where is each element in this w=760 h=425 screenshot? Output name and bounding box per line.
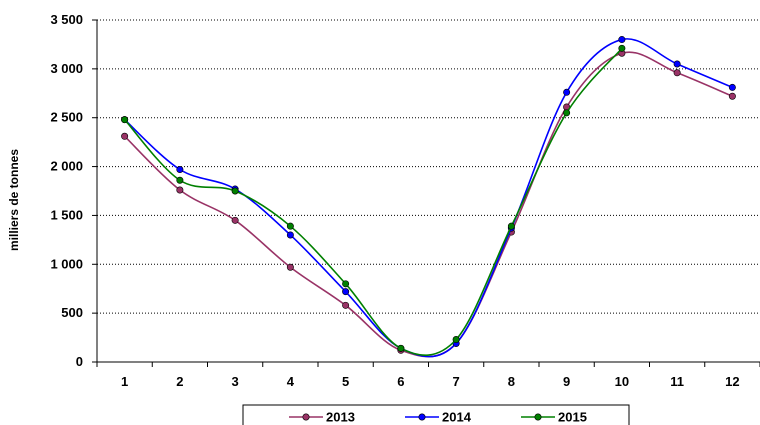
legend-label: 2014 (442, 410, 472, 425)
data-point (176, 166, 184, 174)
x-tick-label: 9 (563, 374, 570, 389)
data-point (673, 69, 681, 77)
legend-item: 2015 (521, 410, 587, 425)
x-tick-label: 3 (232, 374, 239, 389)
data-point (452, 336, 460, 344)
series-line (124, 51, 733, 358)
data-point (563, 88, 571, 96)
legend-box (242, 404, 630, 425)
data-point (342, 280, 350, 288)
data-point (231, 187, 239, 195)
legend-item: 2014 (405, 410, 472, 425)
data-point (121, 132, 129, 140)
legend-item: 2013 (289, 410, 355, 425)
series-2014 (121, 36, 736, 358)
data-point (286, 222, 294, 230)
x-tick-label: 5 (342, 374, 349, 389)
legend-label: 2013 (326, 410, 355, 425)
y-tick-label: 1 500 (50, 207, 83, 222)
data-point (176, 186, 184, 194)
y-tick-labels: 0 500 1 000 1 500 2 000 2 500 3 000 3 500 (50, 12, 83, 369)
data-point (507, 222, 515, 230)
y-axis-label: milliers de tonnes (7, 149, 21, 251)
data-point (563, 109, 571, 117)
x-tick-label: 12 (725, 374, 739, 389)
data-point (286, 263, 294, 271)
series-line (124, 38, 733, 358)
data-point (342, 301, 350, 309)
data-point (286, 231, 294, 239)
legend-label: 2015 (558, 410, 587, 425)
x-tick-labels: 1 2 3 4 5 6 7 8 9 10 11 12 (121, 374, 740, 389)
legend-marker (302, 413, 310, 421)
data-point (728, 83, 736, 91)
y-tick-label: 2 500 (50, 110, 83, 125)
legend: 2013 2014 2015 (242, 404, 630, 425)
data-point (176, 176, 184, 184)
x-tick-label: 7 (453, 374, 460, 389)
series-2013 (121, 49, 736, 358)
data-point (397, 344, 405, 352)
y-tick-label: 0 (76, 354, 83, 369)
data-point (728, 92, 736, 100)
y-tick-label: 500 (61, 305, 83, 320)
axes (92, 19, 760, 367)
data-point (231, 216, 239, 224)
data-point (618, 44, 626, 52)
data-point (342, 288, 350, 296)
y-tick-label: 1 000 (50, 256, 83, 271)
x-tick-label: 6 (397, 374, 404, 389)
data-point (673, 60, 681, 68)
x-tick-label: 2 (176, 374, 183, 389)
gridlines (97, 19, 760, 314)
series-line (124, 47, 623, 356)
legend-marker (534, 413, 542, 421)
x-tick-label: 8 (508, 374, 515, 389)
x-tick-label: 4 (287, 374, 295, 389)
x-tick-label: 11 (670, 374, 684, 389)
x-tick-label: 10 (615, 374, 629, 389)
data-point (121, 116, 129, 124)
y-tick-label: 3 500 (50, 12, 83, 27)
series-2015 (121, 44, 626, 356)
y-tick-label: 3 000 (50, 61, 83, 76)
x-tick-label: 1 (121, 374, 128, 389)
series-lines (121, 36, 736, 358)
data-point (618, 36, 626, 44)
y-tick-label: 2 000 (50, 159, 83, 174)
legend-marker (418, 413, 426, 421)
